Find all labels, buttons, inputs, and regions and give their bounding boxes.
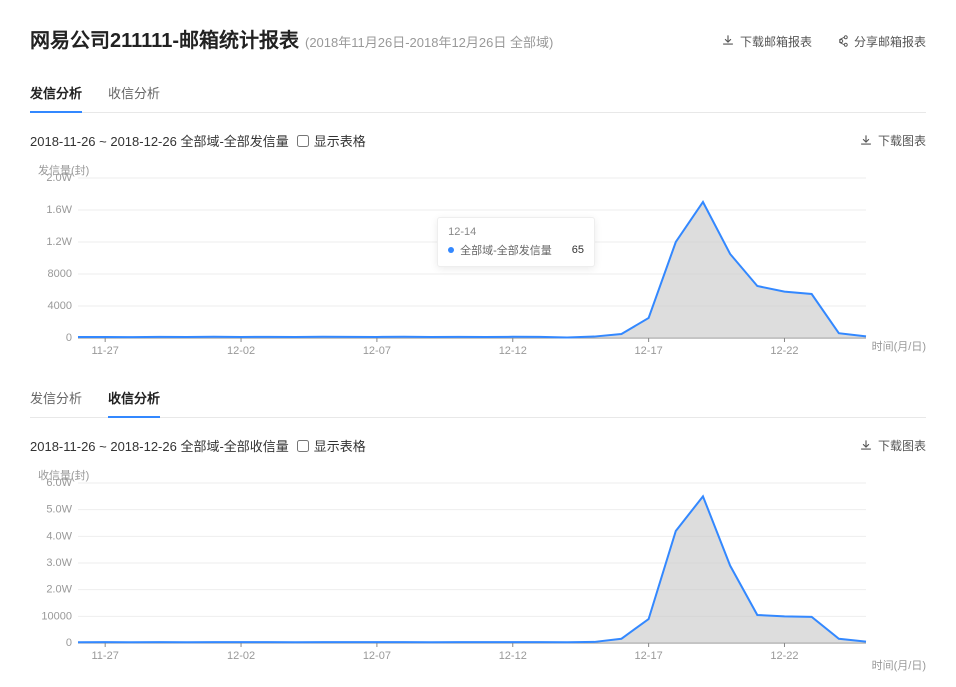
svg-text:8000: 8000 <box>48 268 72 280</box>
share-report-button[interactable]: 分享邮箱报表 <box>836 33 926 50</box>
svg-text:0: 0 <box>66 332 72 344</box>
svg-text:3.0W: 3.0W <box>46 557 72 569</box>
download-icon <box>860 135 872 147</box>
svg-text:12-07: 12-07 <box>363 650 391 662</box>
download-chart-button[interactable]: 下载图表 <box>860 132 926 149</box>
chart-section: 发信分析收信分析 2018-11-26 ~ 2018-12-26 全部域-全部发信… <box>0 73 956 378</box>
svg-text:11-27: 11-27 <box>92 345 119 357</box>
area-chart[interactable]: 0100002.0W3.0W4.0W5.0W6.0W11-2712-0212-0… <box>30 467 926 667</box>
share-icon <box>836 35 848 47</box>
y-axis-title: 收信量(封) <box>38 467 89 483</box>
svg-text:12-07: 12-07 <box>363 345 391 357</box>
svg-text:12-12: 12-12 <box>499 345 527 357</box>
show-table-label: 显示表格 <box>314 436 366 455</box>
svg-text:5.0W: 5.0W <box>46 504 72 516</box>
tab-receive[interactable]: 收信分析 <box>108 73 160 112</box>
tooltip-title: 12-14 <box>448 226 584 238</box>
download-report-label: 下载邮箱报表 <box>740 33 812 50</box>
tooltip-dot-icon <box>448 247 454 253</box>
svg-text:12-12: 12-12 <box>499 650 527 662</box>
show-table-checkbox[interactable] <box>297 135 309 147</box>
tab-send[interactable]: 发信分析 <box>30 73 82 112</box>
svg-text:4.0W: 4.0W <box>46 530 72 542</box>
page-title: 网易公司211111-邮箱统计报表 <box>30 24 299 53</box>
download-chart-button[interactable]: 下载图表 <box>860 437 926 454</box>
svg-text:12-17: 12-17 <box>635 650 663 662</box>
svg-text:2.0W: 2.0W <box>46 584 72 596</box>
download-chart-label: 下载图表 <box>878 437 926 454</box>
tabs: 发信分析收信分析 <box>30 73 926 113</box>
page-header: 网易公司211111-邮箱统计报表 (2018年11月26日-2018年12月2… <box>0 0 956 73</box>
svg-text:0: 0 <box>66 637 72 649</box>
chart-header: 2018-11-26 ~ 2018-12-26 全部域-全部发信量 显示表格 下载图… <box>30 131 926 150</box>
share-report-label: 分享邮箱报表 <box>854 33 926 50</box>
svg-text:12-22: 12-22 <box>770 650 798 662</box>
tabs: 发信分析收信分析 <box>30 378 926 418</box>
svg-text:12-02: 12-02 <box>227 650 255 662</box>
download-report-button[interactable]: 下载邮箱报表 <box>722 33 812 50</box>
show-table-toggle[interactable]: 显示表格 <box>297 436 366 455</box>
chart-tooltip: 12-14 全部域-全部发信量 65 <box>437 217 595 267</box>
download-icon <box>860 440 872 452</box>
svg-text:11-27: 11-27 <box>92 650 119 662</box>
x-axis-title: 时间(月/日) <box>872 657 926 673</box>
svg-text:12-02: 12-02 <box>227 345 255 357</box>
show-table-toggle[interactable]: 显示表格 <box>297 131 366 150</box>
tooltip-series-label: 全部域-全部发信量 <box>460 242 552 258</box>
show-table-checkbox[interactable] <box>297 440 309 452</box>
show-table-label: 显示表格 <box>314 131 366 150</box>
chart-header: 2018-11-26 ~ 2018-12-26 全部域-全部收信量 显示表格 下载图… <box>30 436 926 455</box>
x-axis-title: 时间(月/日) <box>872 338 926 354</box>
download-chart-label: 下载图表 <box>878 132 926 149</box>
chart-title: 2018-11-26 ~ 2018-12-26 全部域-全部收信量 <box>30 436 289 455</box>
svg-text:12-17: 12-17 <box>635 345 663 357</box>
svg-text:10000: 10000 <box>41 610 72 622</box>
svg-text:1.2W: 1.2W <box>46 236 72 248</box>
chart-wrap: 发信量(封)0400080001.2W1.6W2.0W11-2712-0212-… <box>30 162 926 362</box>
chart-wrap: 收信量(封)0100002.0W3.0W4.0W5.0W6.0W11-2712-… <box>30 467 926 667</box>
svg-text:4000: 4000 <box>48 300 72 312</box>
tab-receive[interactable]: 收信分析 <box>108 378 160 417</box>
y-axis-title: 发信量(封) <box>38 162 89 178</box>
svg-text:12-22: 12-22 <box>770 345 798 357</box>
chart-title: 2018-11-26 ~ 2018-12-26 全部域-全部发信量 <box>30 131 289 150</box>
page-subtitle: (2018年11月26日-2018年12月26日 全部域) <box>305 32 553 51</box>
tooltip-value: 65 <box>558 244 584 256</box>
download-icon <box>722 35 734 47</box>
tab-send[interactable]: 发信分析 <box>30 378 82 417</box>
svg-text:1.6W: 1.6W <box>46 204 72 216</box>
header-actions: 下载邮箱报表 分享邮箱报表 <box>722 33 926 50</box>
chart-section: 发信分析收信分析 2018-11-26 ~ 2018-12-26 全部域-全部收信… <box>0 378 956 683</box>
